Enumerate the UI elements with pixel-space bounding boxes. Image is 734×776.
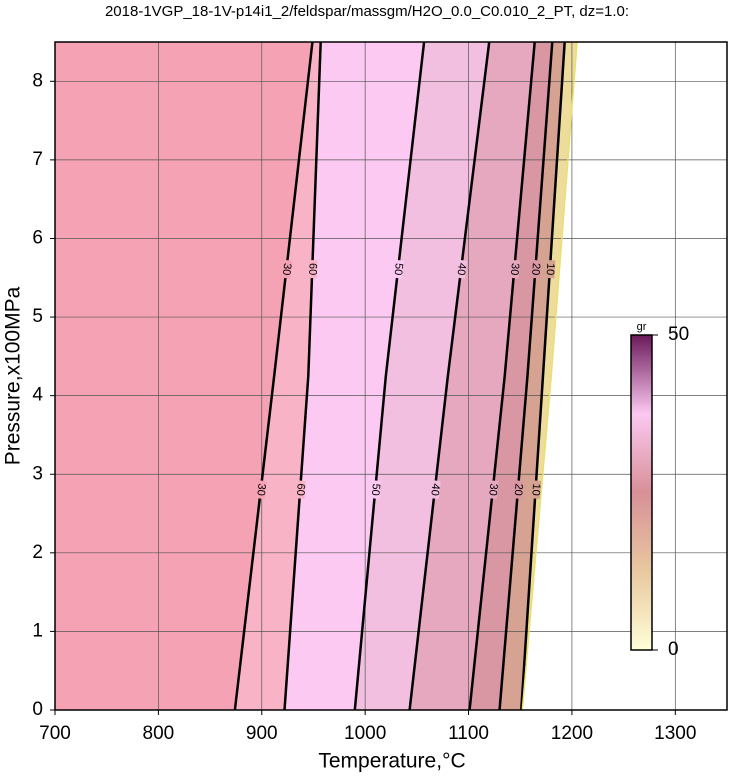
y-axis-label: Pressure,x100MPa <box>2 286 25 465</box>
contour-label-bg <box>392 259 405 279</box>
contour-label: 10 <box>529 483 542 496</box>
contour-label-bg <box>294 480 306 499</box>
contour-label: 30 <box>486 483 499 496</box>
contour-label-bg <box>254 480 267 500</box>
x-tick-label: 1100 <box>448 723 489 744</box>
contour-label-bg <box>280 259 293 279</box>
x-tick-label: 900 <box>246 723 278 744</box>
x-axis-label: Temperature,°C <box>318 750 465 773</box>
y-tick-label: 2 <box>32 542 43 563</box>
y-tick-label: 5 <box>32 306 43 327</box>
contour-line <box>353 41 426 711</box>
colorbar-tick-label: 0 <box>668 639 679 660</box>
contour-label: 60 <box>294 483 307 496</box>
contour-label: 20 <box>512 483 525 496</box>
x-tick-label: 700 <box>39 723 71 744</box>
contour-band <box>55 42 313 710</box>
contour-line <box>520 41 566 711</box>
contour-label-bg <box>529 259 542 279</box>
colorbar <box>630 334 653 651</box>
contour-label-bg <box>512 480 524 499</box>
y-tick-label: 4 <box>32 385 43 406</box>
contour-label-bg <box>428 480 441 500</box>
contour-label: 40 <box>428 483 441 497</box>
y-tick-label: 6 <box>32 227 43 248</box>
y-tick-label: 8 <box>32 70 43 91</box>
contour-label-bg <box>306 259 318 279</box>
y-tick-label: 3 <box>32 463 43 484</box>
chart-title: 2018-1VGP_18-1V-p14i1_2/feldspar/massgm/… <box>105 3 629 20</box>
y-tick-label: 1 <box>32 620 43 641</box>
x-tick-label: 800 <box>143 723 175 744</box>
contour-label-bg <box>508 259 521 279</box>
x-tick-label: 1200 <box>551 723 593 744</box>
contour-line <box>468 41 536 711</box>
x-tick-label: 1300 <box>654 723 696 744</box>
contour-label: 10 <box>544 263 557 276</box>
plot-frame <box>54 41 728 711</box>
contour-label-bg <box>530 480 542 499</box>
contour-label-bg <box>455 259 468 279</box>
contour-label: 30 <box>508 262 521 275</box>
contour-line <box>498 41 554 711</box>
x-tick-label: 1000 <box>344 723 386 744</box>
y-tick-label: 0 <box>32 699 43 720</box>
contour-label-bg <box>486 480 499 500</box>
contour-label: 40 <box>454 262 467 276</box>
contour-label: 30 <box>280 262 293 276</box>
colorbar-tick-label: 50 <box>668 324 689 345</box>
contour-label: 30 <box>254 483 267 497</box>
contour-label: 50 <box>392 262 405 276</box>
contour-label: 50 <box>369 483 382 496</box>
y-tick-label: 7 <box>32 149 43 170</box>
contour-label-bg <box>369 480 382 499</box>
contour-edge <box>521 41 578 711</box>
contour-label: 20 <box>529 263 542 276</box>
contour-line <box>283 41 322 711</box>
contour-label: 60 <box>306 263 318 276</box>
contour-line <box>408 41 491 711</box>
contour-label-bg <box>544 259 556 279</box>
colorbar-label: gr <box>637 321 647 333</box>
contour-line <box>233 41 314 711</box>
